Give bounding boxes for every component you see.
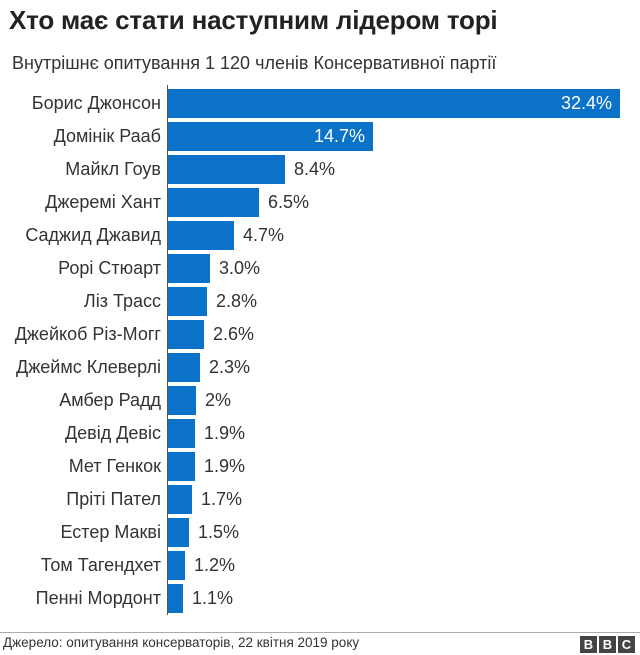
- bar: [168, 89, 620, 118]
- value-label: 14.7%: [313, 126, 365, 146]
- value-label: 8.4%: [294, 159, 336, 179]
- bar: [168, 188, 259, 217]
- bar: [168, 419, 195, 448]
- bar: [168, 452, 195, 481]
- bar-row: Пенні Мордонт 1.1%: [0, 584, 640, 613]
- category-label: Борис Джонсон: [31, 93, 161, 113]
- bbc-logo-letter: B: [599, 636, 616, 653]
- bar: [168, 287, 207, 316]
- bar: [168, 155, 285, 184]
- bar-row: Амбер Радд 2%: [0, 386, 640, 415]
- value-label: 1.2%: [194, 555, 236, 575]
- bbc-logo: B B C: [580, 636, 635, 653]
- chart-title: Хто має стати наступним лідером торі: [9, 5, 498, 35]
- category-label: Джейкоб Різ-Могг: [14, 324, 161, 344]
- bar: [168, 584, 183, 613]
- category-label: Пенні Мордонт: [35, 588, 161, 608]
- value-label: 1.9%: [204, 456, 246, 476]
- bar-row: Девід Девіс 1.9%: [0, 419, 640, 448]
- category-label: Том Тагендхет: [40, 555, 161, 575]
- bar: [168, 551, 185, 580]
- category-label: Девід Девіс: [64, 423, 161, 443]
- category-label: Саджид Джавид: [25, 225, 161, 245]
- value-label: 1.1%: [192, 588, 234, 608]
- bar-row: Том Тагендхет 1.2%: [0, 551, 640, 580]
- footer-divider: [0, 632, 640, 633]
- value-label: 2.6%: [213, 324, 255, 344]
- value-label: 2.3%: [209, 357, 251, 377]
- value-label: 2%: [205, 390, 232, 410]
- value-label: 1.9%: [204, 423, 246, 443]
- bar-row: Борис Джонсон 32.4%: [0, 89, 640, 118]
- value-label: 3.0%: [219, 258, 261, 278]
- y-axis-line: [167, 85, 168, 615]
- bar-row: Ліз Трасс 2.8%: [0, 287, 640, 316]
- value-label: 1.5%: [198, 522, 240, 542]
- bbc-logo-letter: B: [580, 636, 597, 653]
- bar-row: Джейкоб Різ-Могг 2.6%: [0, 320, 640, 349]
- category-label: Домінік Рааб: [53, 126, 161, 146]
- category-label: Джеймс Клеверлі: [16, 357, 161, 377]
- value-label: 2.8%: [216, 291, 258, 311]
- bar: [168, 353, 200, 382]
- category-label: Джеремі Хант: [45, 192, 161, 212]
- bbc-logo-letter: C: [618, 636, 635, 653]
- bar: [168, 518, 189, 547]
- bar-row: Джеремі Хант 6.5%: [0, 188, 640, 217]
- value-label: 32.4%: [560, 93, 612, 113]
- category-label: Пріті Пател: [66, 489, 161, 509]
- bar-row: Домінік Рааб 14.7%: [0, 122, 640, 151]
- bar-row: Майкл Гоув 8.4%: [0, 155, 640, 184]
- value-label: 1.7%: [201, 489, 243, 509]
- bar: [168, 485, 192, 514]
- value-label: 4.7%: [243, 225, 285, 245]
- category-label: Мет Генкок: [68, 456, 161, 476]
- bar: [168, 254, 210, 283]
- bar-row: Пріті Пател 1.7%: [0, 485, 640, 514]
- bar-row: Джеймс Клеверлі 2.3%: [0, 353, 640, 382]
- bar-row: Саджид Джавид 4.7%: [0, 221, 640, 250]
- bar-row: Рорі Стюарт 3.0%: [0, 254, 640, 283]
- category-label: Амбер Радд: [59, 390, 161, 410]
- bar: [168, 320, 204, 349]
- category-label: Ліз Трасс: [83, 291, 161, 311]
- bar-row: Естер Макві 1.5%: [0, 518, 640, 547]
- bar: [168, 386, 196, 415]
- category-label: Естер Макві: [60, 522, 161, 542]
- bar-row: Мет Генкок 1.9%: [0, 452, 640, 481]
- value-label: 6.5%: [268, 192, 310, 212]
- chart-subtitle: Внутрішнє опитування 1 120 членів Консер…: [12, 53, 497, 73]
- bar: [168, 221, 234, 250]
- source-note: Джерело: опитування консерваторів, 22 кв…: [3, 635, 360, 650]
- category-label: Майкл Гоув: [65, 159, 161, 179]
- category-label: Рорі Стюарт: [58, 258, 161, 278]
- bar: [168, 122, 373, 151]
- bar-chart: Борис Джонсон 32.4% Домінік Рааб 14.7% Майкл…: [0, 85, 640, 615]
